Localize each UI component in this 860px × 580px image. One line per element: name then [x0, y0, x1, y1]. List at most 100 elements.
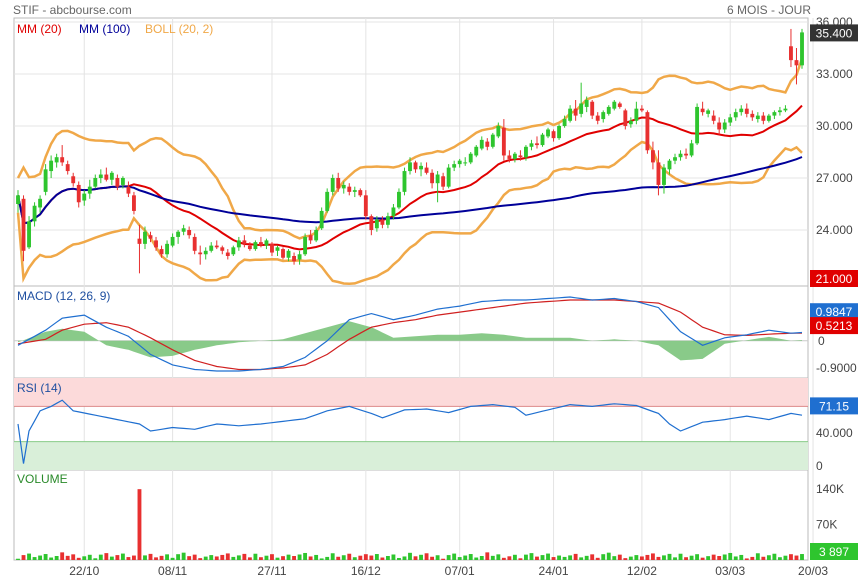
volume-bar [524, 554, 528, 560]
volume-bar [733, 556, 738, 560]
candle-body [634, 108, 639, 121]
volume-bar [634, 555, 639, 560]
candle-body [71, 176, 76, 184]
candle-body [380, 219, 385, 225]
candle-body [38, 198, 43, 208]
volume-bar [650, 553, 655, 560]
candle-body [595, 115, 600, 121]
candle-body [231, 247, 236, 255]
candle-body [203, 250, 208, 255]
volume-bar [165, 554, 170, 560]
volume-bar [242, 553, 247, 560]
volume-bar [468, 554, 473, 560]
candle-body [800, 32, 804, 66]
candle-body [639, 108, 644, 111]
volume-title: VOLUME [17, 472, 68, 486]
legend-item-1: MM (100) [79, 22, 130, 36]
candle-body [49, 160, 54, 172]
candle-body [551, 131, 556, 139]
candle-body [120, 178, 125, 185]
candle-body [181, 228, 186, 232]
candle-body [65, 164, 70, 172]
volume-bar [623, 558, 628, 560]
volume-bar [303, 552, 308, 560]
candle-body [325, 191, 330, 211]
volume-bar [490, 555, 495, 560]
candle-body [264, 240, 269, 246]
candle-body [695, 106, 700, 144]
rsi-title: RSI (14) [17, 381, 62, 395]
volume-bar [755, 553, 760, 560]
candle-body [485, 141, 490, 147]
volume-tick-label: 140K [816, 482, 844, 496]
macd-title: MACD (12, 26, 9) [17, 289, 110, 303]
volume-bar [700, 557, 705, 560]
panel-frames [13, 17, 809, 561]
candle-body [645, 112, 650, 151]
volume-bar [628, 556, 633, 560]
candle-body [341, 184, 346, 189]
candle-body [496, 126, 501, 137]
rsi-tick-label: 40.000 [816, 426, 853, 440]
candle-body [115, 178, 120, 187]
candle-body [512, 153, 517, 159]
volume-bar [143, 555, 147, 560]
volume-bar [678, 553, 683, 560]
volume-bar [347, 553, 352, 560]
x-tick-label: 27/11 [257, 564, 286, 578]
x-tick-label: 22/10 [69, 564, 99, 578]
volume-bar [187, 556, 192, 560]
candle-body [297, 254, 302, 260]
rsi-oversold-zone [14, 441, 808, 470]
candle-body [507, 155, 512, 159]
volume-bar [413, 556, 418, 560]
candle-body [170, 236, 175, 246]
candle-body [474, 146, 479, 156]
candle-body [656, 162, 661, 185]
candle-body [43, 169, 48, 192]
volume-bar [71, 554, 76, 560]
candle-body [54, 157, 59, 163]
candle-body [744, 108, 749, 114]
macd-histogram [18, 321, 802, 361]
volume-bar [601, 554, 606, 560]
candles [16, 28, 804, 274]
candle-body [319, 210, 324, 229]
candle-body [562, 119, 567, 126]
candle-body [165, 243, 170, 255]
candle-body [662, 167, 666, 185]
volume-bar [16, 558, 20, 560]
candle-body [728, 117, 733, 123]
candle-body [32, 205, 37, 222]
volume-bar [231, 556, 236, 560]
volume-bar [341, 555, 346, 560]
candle-body [457, 160, 462, 165]
volume-bar [225, 553, 230, 560]
macd-badge: 0.9847 [816, 305, 853, 319]
candle-body [292, 256, 296, 262]
candle-body [187, 230, 192, 236]
volume-bar [93, 558, 98, 560]
volume-bar [557, 555, 562, 560]
volume-bar [32, 557, 37, 560]
volume-bar [363, 554, 368, 560]
x-tick-label: 16/12 [351, 564, 381, 578]
candle-body [761, 115, 766, 121]
candle-body [540, 134, 545, 146]
candle-body [374, 219, 379, 229]
volume-bar [402, 556, 407, 560]
volume-bar [673, 557, 677, 560]
volume-bar [717, 556, 722, 560]
candle-body [87, 186, 92, 194]
volume-bar [214, 556, 219, 560]
volume-bar [695, 554, 700, 560]
macd-badge-bg [810, 303, 858, 321]
price-badge: 35.400 [816, 26, 853, 40]
candle-body [789, 46, 793, 61]
candle-body [623, 110, 628, 126]
volume-bar [358, 555, 363, 560]
volume-bar [98, 554, 103, 560]
candle-body [617, 103, 622, 107]
